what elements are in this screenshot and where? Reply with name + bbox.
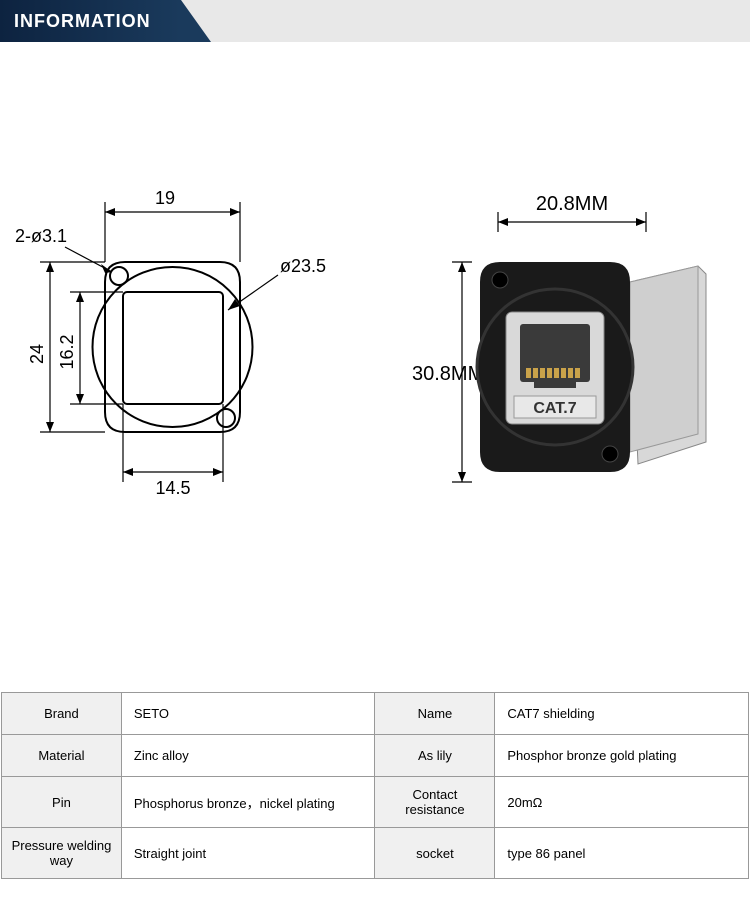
dim-circle: ø23.5 <box>280 256 326 276</box>
dim-left-inner: 16.2 <box>57 334 77 369</box>
cell-label: Pressure welding way <box>2 828 122 879</box>
cell-value: 20mΩ <box>495 777 749 828</box>
table-row: Pin Phosphorus bronze，nickel plating Con… <box>2 777 749 828</box>
spec-table: Brand SETO Name CAT7 shielding Material … <box>1 692 749 879</box>
cell-label: Brand <box>2 693 122 735</box>
cell-value: Phosphor bronze gold plating <box>495 735 749 777</box>
dim-bottom: 14.5 <box>155 478 190 498</box>
technical-drawing: 19 2-ø3.1 ø23.5 24 <box>10 142 370 542</box>
table-row: Pressure welding way Straight joint sock… <box>2 828 749 879</box>
header-title: INFORMATION <box>0 0 181 42</box>
cell-label: Contact resistance <box>375 777 495 828</box>
table-row: Brand SETO Name CAT7 shielding <box>2 693 749 735</box>
diagram-area: 19 2-ø3.1 ø23.5 24 <box>0 42 750 622</box>
cell-label: Material <box>2 735 122 777</box>
cell-value: Zinc alloy <box>121 735 375 777</box>
header-title-text: INFORMATION <box>14 11 151 32</box>
product-photo: 20.8MM 30.8MM <box>410 182 720 542</box>
cell-value: Straight joint <box>121 828 375 879</box>
cell-value: type 86 panel <box>495 828 749 879</box>
cell-value: CAT7 shielding <box>495 693 749 735</box>
dim-hole: 2-ø3.1 <box>15 226 67 246</box>
product-height: 30.8MM <box>412 363 484 385</box>
cell-value: SETO <box>121 693 375 735</box>
header-slash <box>181 0 211 42</box>
product-width: 20.8MM <box>536 193 608 215</box>
cell-label: Pin <box>2 777 122 828</box>
dim-top: 19 <box>155 188 175 208</box>
cell-label: socket <box>375 828 495 879</box>
dim-left-outer: 24 <box>27 344 47 364</box>
cell-label: Name <box>375 693 495 735</box>
table-row: Material Zinc alloy As lily Phosphor bro… <box>2 735 749 777</box>
port-label: CAT.7 <box>533 400 576 417</box>
header-bar: INFORMATION <box>0 0 750 42</box>
cell-label: As lily <box>375 735 495 777</box>
cell-value: Phosphorus bronze，nickel plating <box>121 777 375 828</box>
